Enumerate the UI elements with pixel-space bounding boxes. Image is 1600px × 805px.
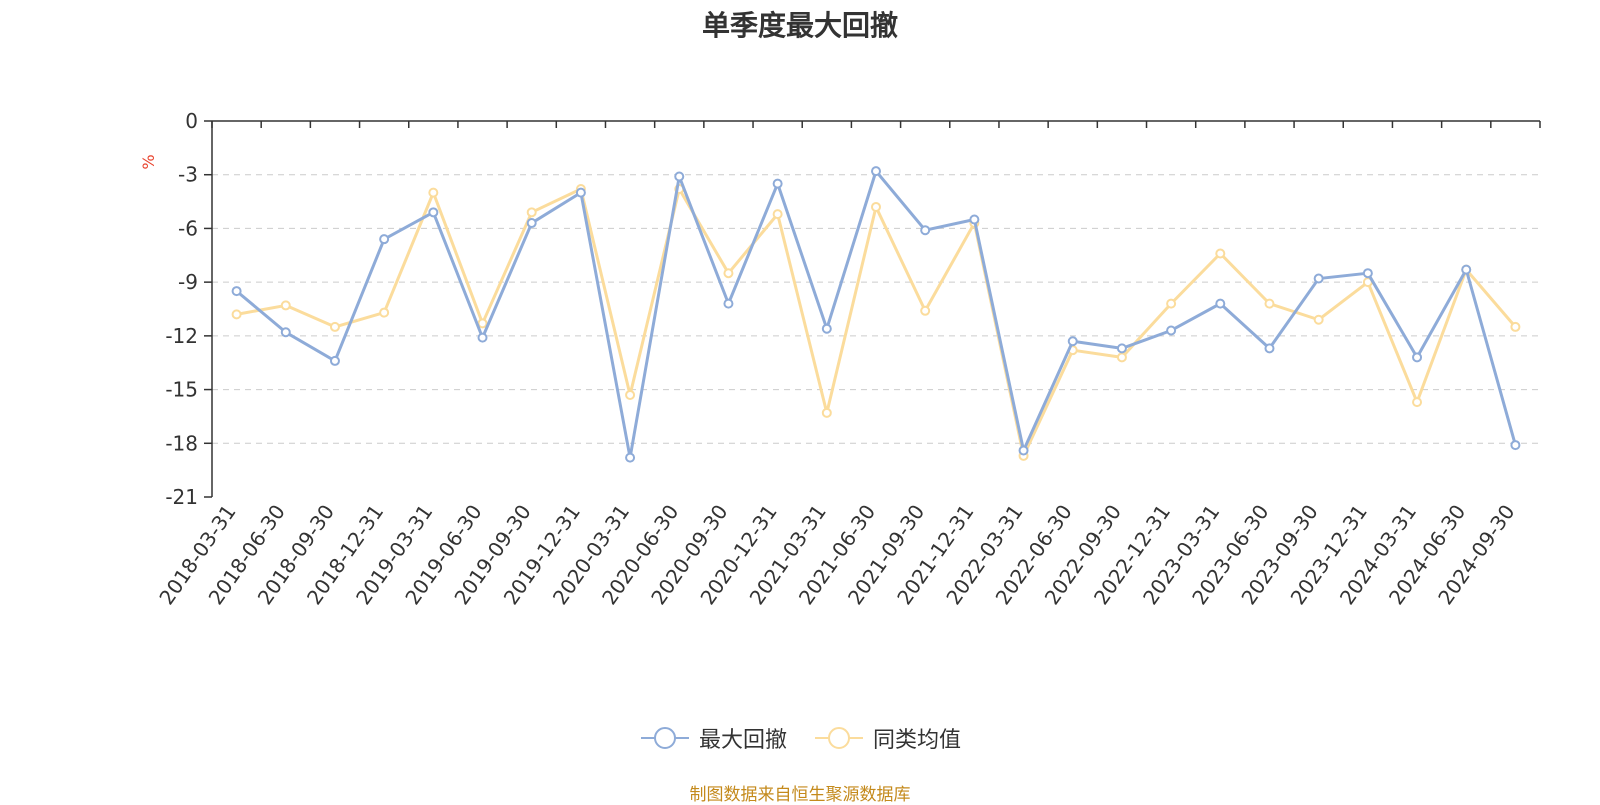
source-note: 制图数据来自恒生聚源数据库	[689, 785, 911, 805]
data-point[interactable]	[1018, 445, 1029, 456]
data-point[interactable]	[575, 187, 586, 198]
data-point[interactable]	[526, 218, 537, 229]
data-point[interactable]	[1067, 336, 1078, 347]
y-axis-unit-label: %	[139, 154, 158, 169]
data-point[interactable]	[674, 171, 685, 182]
chart-title: 单季度最大回撤	[701, 9, 898, 42]
data-point[interactable]	[1412, 352, 1423, 363]
legend-line-circle-icon	[815, 727, 863, 749]
data-point[interactable]	[231, 286, 242, 297]
y-tick-label: -15	[165, 378, 198, 402]
y-tick-label: -6	[178, 216, 198, 240]
y-tick-label: -18	[165, 431, 198, 455]
grid-lines	[212, 174, 1540, 444]
legend-label-peer-average: 同类均值	[873, 728, 962, 753]
data-point[interactable]	[1116, 343, 1127, 354]
data-point[interactable]	[1215, 248, 1226, 259]
y-tick-label: 0	[185, 109, 198, 133]
data-point[interactable]	[625, 452, 636, 463]
data-point[interactable]	[772, 209, 783, 220]
y-tick-label: -3	[178, 163, 198, 187]
y-tick-label: -21	[165, 485, 198, 509]
data-point[interactable]	[379, 307, 390, 318]
data-point[interactable]	[1313, 273, 1324, 284]
data-point[interactable]	[329, 321, 340, 332]
data-point[interactable]	[526, 207, 537, 218]
data-point[interactable]	[1510, 321, 1521, 332]
data-point[interactable]	[1166, 298, 1177, 309]
data-point[interactable]	[1313, 314, 1324, 325]
data-point[interactable]	[625, 389, 636, 400]
data-point[interactable]	[723, 298, 734, 309]
data-point[interactable]	[428, 207, 439, 218]
data-point[interactable]	[379, 234, 390, 245]
data-point[interactable]	[871, 201, 881, 212]
data-point[interactable]	[1116, 352, 1127, 363]
data-point[interactable]	[231, 309, 242, 320]
data-point[interactable]	[821, 323, 832, 334]
series-line-1	[236, 187, 1517, 458]
data-point[interactable]	[1510, 440, 1521, 451]
data-point[interactable]	[772, 178, 783, 189]
legend-label-max-drawdown: 最大回撤	[698, 728, 787, 753]
data-point[interactable]	[969, 214, 980, 225]
data-point[interactable]	[1264, 343, 1275, 354]
axes: 0-3-6-9-12-15-18-212018-03-312018-06-302…	[154, 109, 1541, 609]
data-point[interactable]	[329, 355, 340, 366]
data-point[interactable]	[920, 305, 931, 316]
data-point[interactable]	[920, 225, 931, 236]
data-point[interactable]	[1166, 325, 1177, 336]
data-point[interactable]	[723, 268, 734, 279]
data-point[interactable]	[1264, 298, 1275, 309]
data-point[interactable]	[1412, 397, 1423, 408]
legend: 最大回撤 同类均值	[0, 722, 1600, 754]
data-point[interactable]	[1362, 268, 1373, 279]
legend-item-max-drawdown[interactable]: 最大回撤	[639, 722, 787, 754]
data-point[interactable]	[1461, 264, 1472, 275]
series-lines	[231, 166, 1521, 463]
y-tick-label: -9	[178, 270, 198, 294]
legend-line-circle-icon	[640, 727, 689, 749]
y-tick-label: -12	[165, 324, 198, 348]
data-point[interactable]	[477, 332, 488, 343]
data-point[interactable]	[477, 318, 488, 329]
legend-item-peer-average[interactable]: 同类均值	[813, 722, 961, 754]
data-point[interactable]	[280, 327, 291, 338]
data-point[interactable]	[871, 166, 881, 177]
data-point[interactable]	[821, 407, 832, 418]
data-point[interactable]	[1215, 298, 1226, 309]
data-point[interactable]	[280, 300, 291, 311]
data-point[interactable]	[428, 187, 439, 198]
